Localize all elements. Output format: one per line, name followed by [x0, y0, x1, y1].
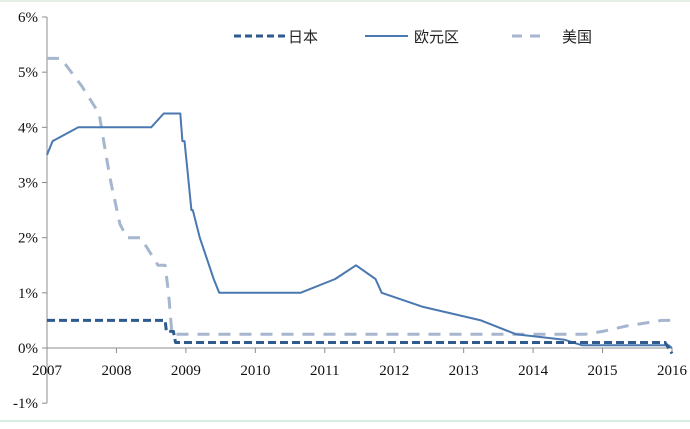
- axes: [46, 17, 672, 404]
- legend-label-eurozone: 欧元区: [414, 28, 459, 46]
- legend: 日本 欧元区 美国: [234, 28, 592, 46]
- x-tick-label: 2012: [379, 363, 409, 379]
- y-tick-label: 6%: [18, 10, 38, 26]
- y-tick-label: 5%: [18, 65, 38, 81]
- series-lines: [46, 56, 674, 355]
- legend-item-japan: 日本: [234, 28, 318, 46]
- y-tick-label: -1%: [13, 396, 38, 412]
- x-tick-label: 2013: [449, 363, 479, 379]
- y-tick-label: 0%: [18, 341, 38, 357]
- x-tick-label: 2008: [101, 363, 131, 379]
- x-axis-ticks: 2007 2008 2009 2010 2011 2012 2013 2014 2015 2016: [32, 348, 688, 379]
- x-tick-label: 2007: [32, 363, 63, 379]
- x-tick-label: 2010: [240, 363, 270, 379]
- legend-label-japan: 日本: [288, 28, 318, 46]
- y-tick-label: 2%: [18, 231, 38, 247]
- legend-item-eurozone: 欧元区: [365, 28, 459, 46]
- series-line-eurozone: [46, 112, 673, 349]
- x-tick-label: 2009: [171, 363, 201, 379]
- x-tick-label: 2016: [657, 363, 688, 379]
- y-tick-label: 1%: [18, 286, 38, 302]
- y-tick-label: 4%: [18, 120, 38, 136]
- y-tick-label: 3%: [18, 176, 38, 192]
- x-tick-label: 2011: [310, 363, 339, 379]
- series-line-japan: [47, 318, 674, 355]
- series-line-usa: [47, 56, 672, 336]
- y-axis-ticks: 6% 5% 4% 3% 2% 1% 0% -1%: [13, 10, 47, 412]
- x-tick-label: 2015: [588, 363, 618, 379]
- legend-item-usa: 美国: [512, 28, 592, 46]
- x-tick-label: 2014: [518, 363, 549, 379]
- legend-label-usa: 美国: [562, 28, 592, 46]
